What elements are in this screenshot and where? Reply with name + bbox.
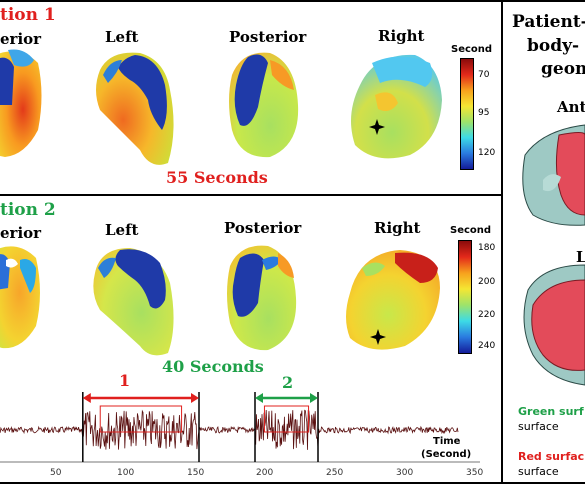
right-panel-title-line3: geom	[541, 59, 585, 79]
colorbar2	[458, 240, 472, 354]
axis-tick-200: 200	[256, 468, 274, 478]
view-label-posterior-2: Posterior	[224, 219, 302, 237]
view-label-right-1: Right	[378, 27, 425, 45]
right-panel-frame	[501, 0, 585, 484]
colorbar2-tick-220: 220	[478, 310, 496, 320]
section2-title: tion 2	[0, 200, 56, 220]
segment-label-2: 2	[282, 373, 294, 392]
view-label-anterior-2: erior	[0, 224, 42, 242]
torso-heart-geometry	[522, 124, 585, 386]
colorbar1-tick-120: 120	[478, 148, 496, 158]
colorbar1-tick-95: 95	[478, 108, 490, 118]
legend-red-sub: surface	[518, 465, 559, 478]
view-label-left-1: Left	[105, 28, 139, 46]
ecg-timeline	[0, 392, 480, 463]
segment-2-arrowhead-left	[255, 393, 263, 403]
right-panel-view-top: Ant	[557, 98, 585, 116]
axis-tick-100: 100	[117, 468, 135, 478]
segment-2-window	[263, 405, 310, 433]
legend-green-sub: surface	[518, 420, 559, 433]
time-axis-unit: (Second)	[421, 449, 472, 460]
colorbar2-label: Second	[450, 225, 492, 236]
axis-tick-300: 300	[396, 468, 414, 478]
torso-heart-left	[523, 264, 585, 386]
segment-1-window	[99, 405, 183, 433]
legend-red-title: Red surfac	[518, 450, 585, 463]
segment-label-1: 1	[119, 371, 131, 390]
axis-tick-350: 350	[466, 468, 484, 478]
pacing-site-marker-1	[369, 119, 385, 135]
segment-1-arrowhead-left	[82, 393, 91, 403]
right-panel-title-line1: Patient-	[512, 12, 585, 32]
axis-tick-250: 250	[326, 468, 344, 478]
colorbar2-tick-180: 180	[478, 243, 496, 253]
colorbar1-label: Second	[451, 44, 493, 55]
heart-maps-row2	[0, 245, 440, 356]
view-label-posterior-1: Posterior	[229, 28, 307, 46]
view-label-anterior-1: erior	[0, 30, 42, 48]
heart-map-right-1	[351, 54, 442, 159]
segment-2-arrowhead-right	[310, 393, 318, 403]
ecg-signal	[0, 409, 459, 450]
heart-map-anterior-2	[0, 246, 40, 349]
colorbar1	[460, 58, 474, 170]
segment-1-arrowhead-right	[191, 393, 199, 403]
time-axis-label: Time	[433, 436, 461, 447]
heart-maps-row1	[0, 49, 442, 165]
right-panel-title-line2: body-	[527, 36, 580, 56]
colorbar2-tick-240: 240	[478, 341, 496, 351]
colorbar1-tick-70: 70	[478, 70, 490, 80]
section1-title: tion 1	[0, 5, 56, 25]
axis-tick-50: 50	[50, 468, 62, 478]
axis-tick-150: 150	[187, 468, 205, 478]
view-label-right-2: Right	[374, 219, 421, 237]
heart-map-left-1	[96, 52, 174, 165]
pacing-site-marker-2	[370, 329, 386, 345]
view-label-left-2: Left	[105, 221, 139, 239]
section1-duration: 55 Seconds	[166, 168, 268, 187]
heart-map-right-2	[346, 250, 440, 350]
heart-map-posterior-1	[229, 52, 299, 158]
heart-map-posterior-2	[227, 245, 297, 351]
colorbar2-tick-200: 200	[478, 277, 496, 287]
section2-duration: 40 Seconds	[162, 357, 264, 376]
right-panel-view-bottom: L	[576, 248, 585, 266]
heart-map-anterior-1	[0, 49, 42, 157]
heart-map-left-2	[93, 248, 174, 356]
torso-heart-anterior	[522, 124, 585, 226]
legend-green-title: Green surf	[518, 405, 584, 418]
